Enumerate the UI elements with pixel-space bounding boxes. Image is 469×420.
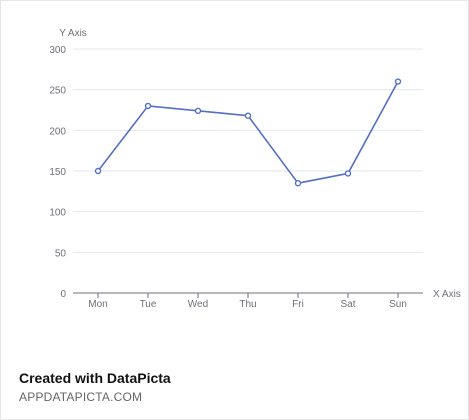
footer-subtitle: APPDATAPICTA.COM	[19, 390, 143, 404]
data-point[interactable]	[94, 167, 102, 175]
y-tick-label: 0	[60, 289, 66, 300]
data-point[interactable]	[394, 78, 402, 85]
x-tick-label: Sun	[389, 299, 407, 310]
y-tick-label: 100	[49, 208, 66, 219]
y-tick-label: 250	[49, 86, 66, 97]
data-point[interactable]	[144, 102, 152, 110]
y-axis-tick-labels: 0 50 100 150 200 250 300	[49, 45, 66, 300]
x-tick-label: Wed	[188, 299, 208, 310]
series-line	[97, 81, 399, 184]
y-axis-label: Y Axis	[59, 28, 87, 39]
y-tick-label: 200	[49, 126, 66, 137]
x-tick-label: Tue	[140, 299, 157, 310]
x-tick-label: Fri	[292, 299, 304, 310]
series-group	[94, 78, 402, 187]
y-tick-label: 50	[55, 248, 67, 259]
x-tick-label: Thu	[239, 299, 256, 310]
data-point[interactable]	[194, 107, 202, 115]
y-tick-label: 300	[49, 45, 66, 56]
footer: Created with DataPicta APPDATAPICTA.COM	[19, 369, 171, 405]
x-axis-tick-labels: Mon Tue Wed Thu Fri Sat Sun	[88, 299, 407, 310]
x-tick-label: Mon	[88, 299, 107, 310]
data-point[interactable]	[244, 112, 252, 119]
footer-title: Created with DataPicta	[19, 370, 171, 386]
line-chart: 0 50 100 150 200 250 300 Mon Tue Wed Thu Fri Sat Sun…	[49, 28, 461, 310]
x-axis	[73, 292, 423, 298]
data-point[interactable]	[344, 170, 352, 177]
grid-lines	[73, 48, 423, 253]
x-axis-label: X Axis	[433, 289, 461, 300]
data-point[interactable]	[294, 179, 302, 187]
y-tick-label: 150	[49, 167, 66, 178]
x-tick-label: Sat	[340, 299, 355, 310]
